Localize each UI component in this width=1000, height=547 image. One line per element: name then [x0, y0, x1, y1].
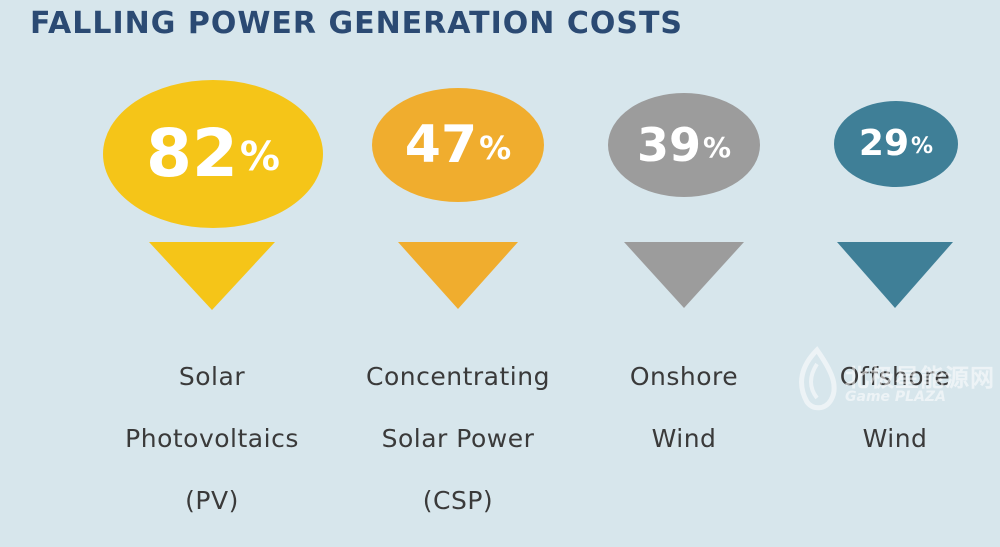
label-line: (CSP) [422, 486, 494, 515]
down-arrow-icon [837, 242, 953, 308]
percentage-value: 39 [636, 118, 701, 172]
percent-sign: % [911, 134, 934, 159]
percent-sign: % [702, 131, 732, 164]
label-line: Wind [651, 424, 717, 453]
percentage-circle: 47 % [372, 88, 544, 202]
watermark-subtext: Game PLAZA [845, 389, 946, 405]
percentage-value: 29 [858, 123, 910, 164]
watermark: 北极星能源网 Game PLAZA [785, 340, 1000, 421]
label-line: Photovoltaics [125, 424, 299, 453]
percentage-value: 47 [404, 115, 478, 175]
label-line: Wind [862, 424, 928, 453]
page-title: FALLING POWER GENERATION COSTS [30, 6, 684, 41]
percentage-circle: 39 % [608, 93, 760, 197]
watermark-logo-icon [799, 346, 837, 411]
label-line: (PV) [185, 486, 239, 515]
label-line: Concentrating [366, 362, 550, 391]
down-arrow-icon [624, 242, 744, 308]
down-arrow-icon [398, 242, 518, 309]
down-arrow-icon [149, 242, 275, 310]
watermark-text: 北极星能源网 [845, 364, 995, 392]
source-label: Concentrating Solar Power (CSP) [340, 330, 576, 547]
label-line: Solar Power [381, 424, 535, 453]
source-label: Onshore Wind [589, 330, 779, 485]
label-line: Solar [178, 362, 246, 391]
percentage-circle: 29 % [834, 101, 958, 187]
percentage-circle: 82 % [103, 80, 323, 228]
label-line: Offshore [839, 362, 951, 391]
percentage-value: 82 [146, 115, 238, 192]
source-label: Solar Photovoltaics (PV) [112, 330, 312, 547]
percent-sign: % [479, 129, 512, 167]
percent-sign: % [239, 134, 280, 180]
label-line: Onshore [629, 362, 739, 391]
